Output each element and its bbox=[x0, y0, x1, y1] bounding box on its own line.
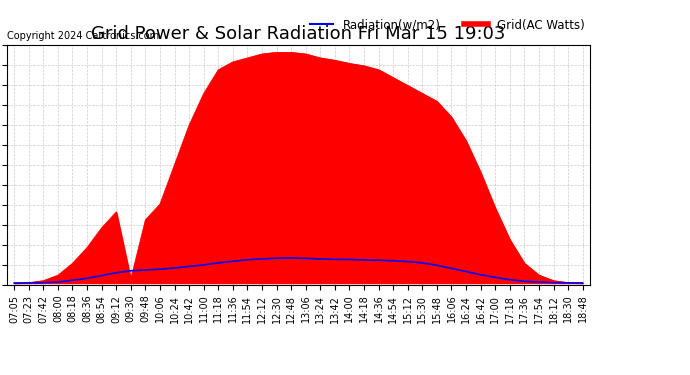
Legend: Radiation(w/m2), Grid(AC Watts): Radiation(w/m2), Grid(AC Watts) bbox=[305, 14, 590, 36]
Title: Grid Power & Solar Radiation Fri Mar 15 19:03: Grid Power & Solar Radiation Fri Mar 15 … bbox=[91, 26, 506, 44]
Text: Copyright 2024 Cartronics.com: Copyright 2024 Cartronics.com bbox=[7, 32, 159, 41]
